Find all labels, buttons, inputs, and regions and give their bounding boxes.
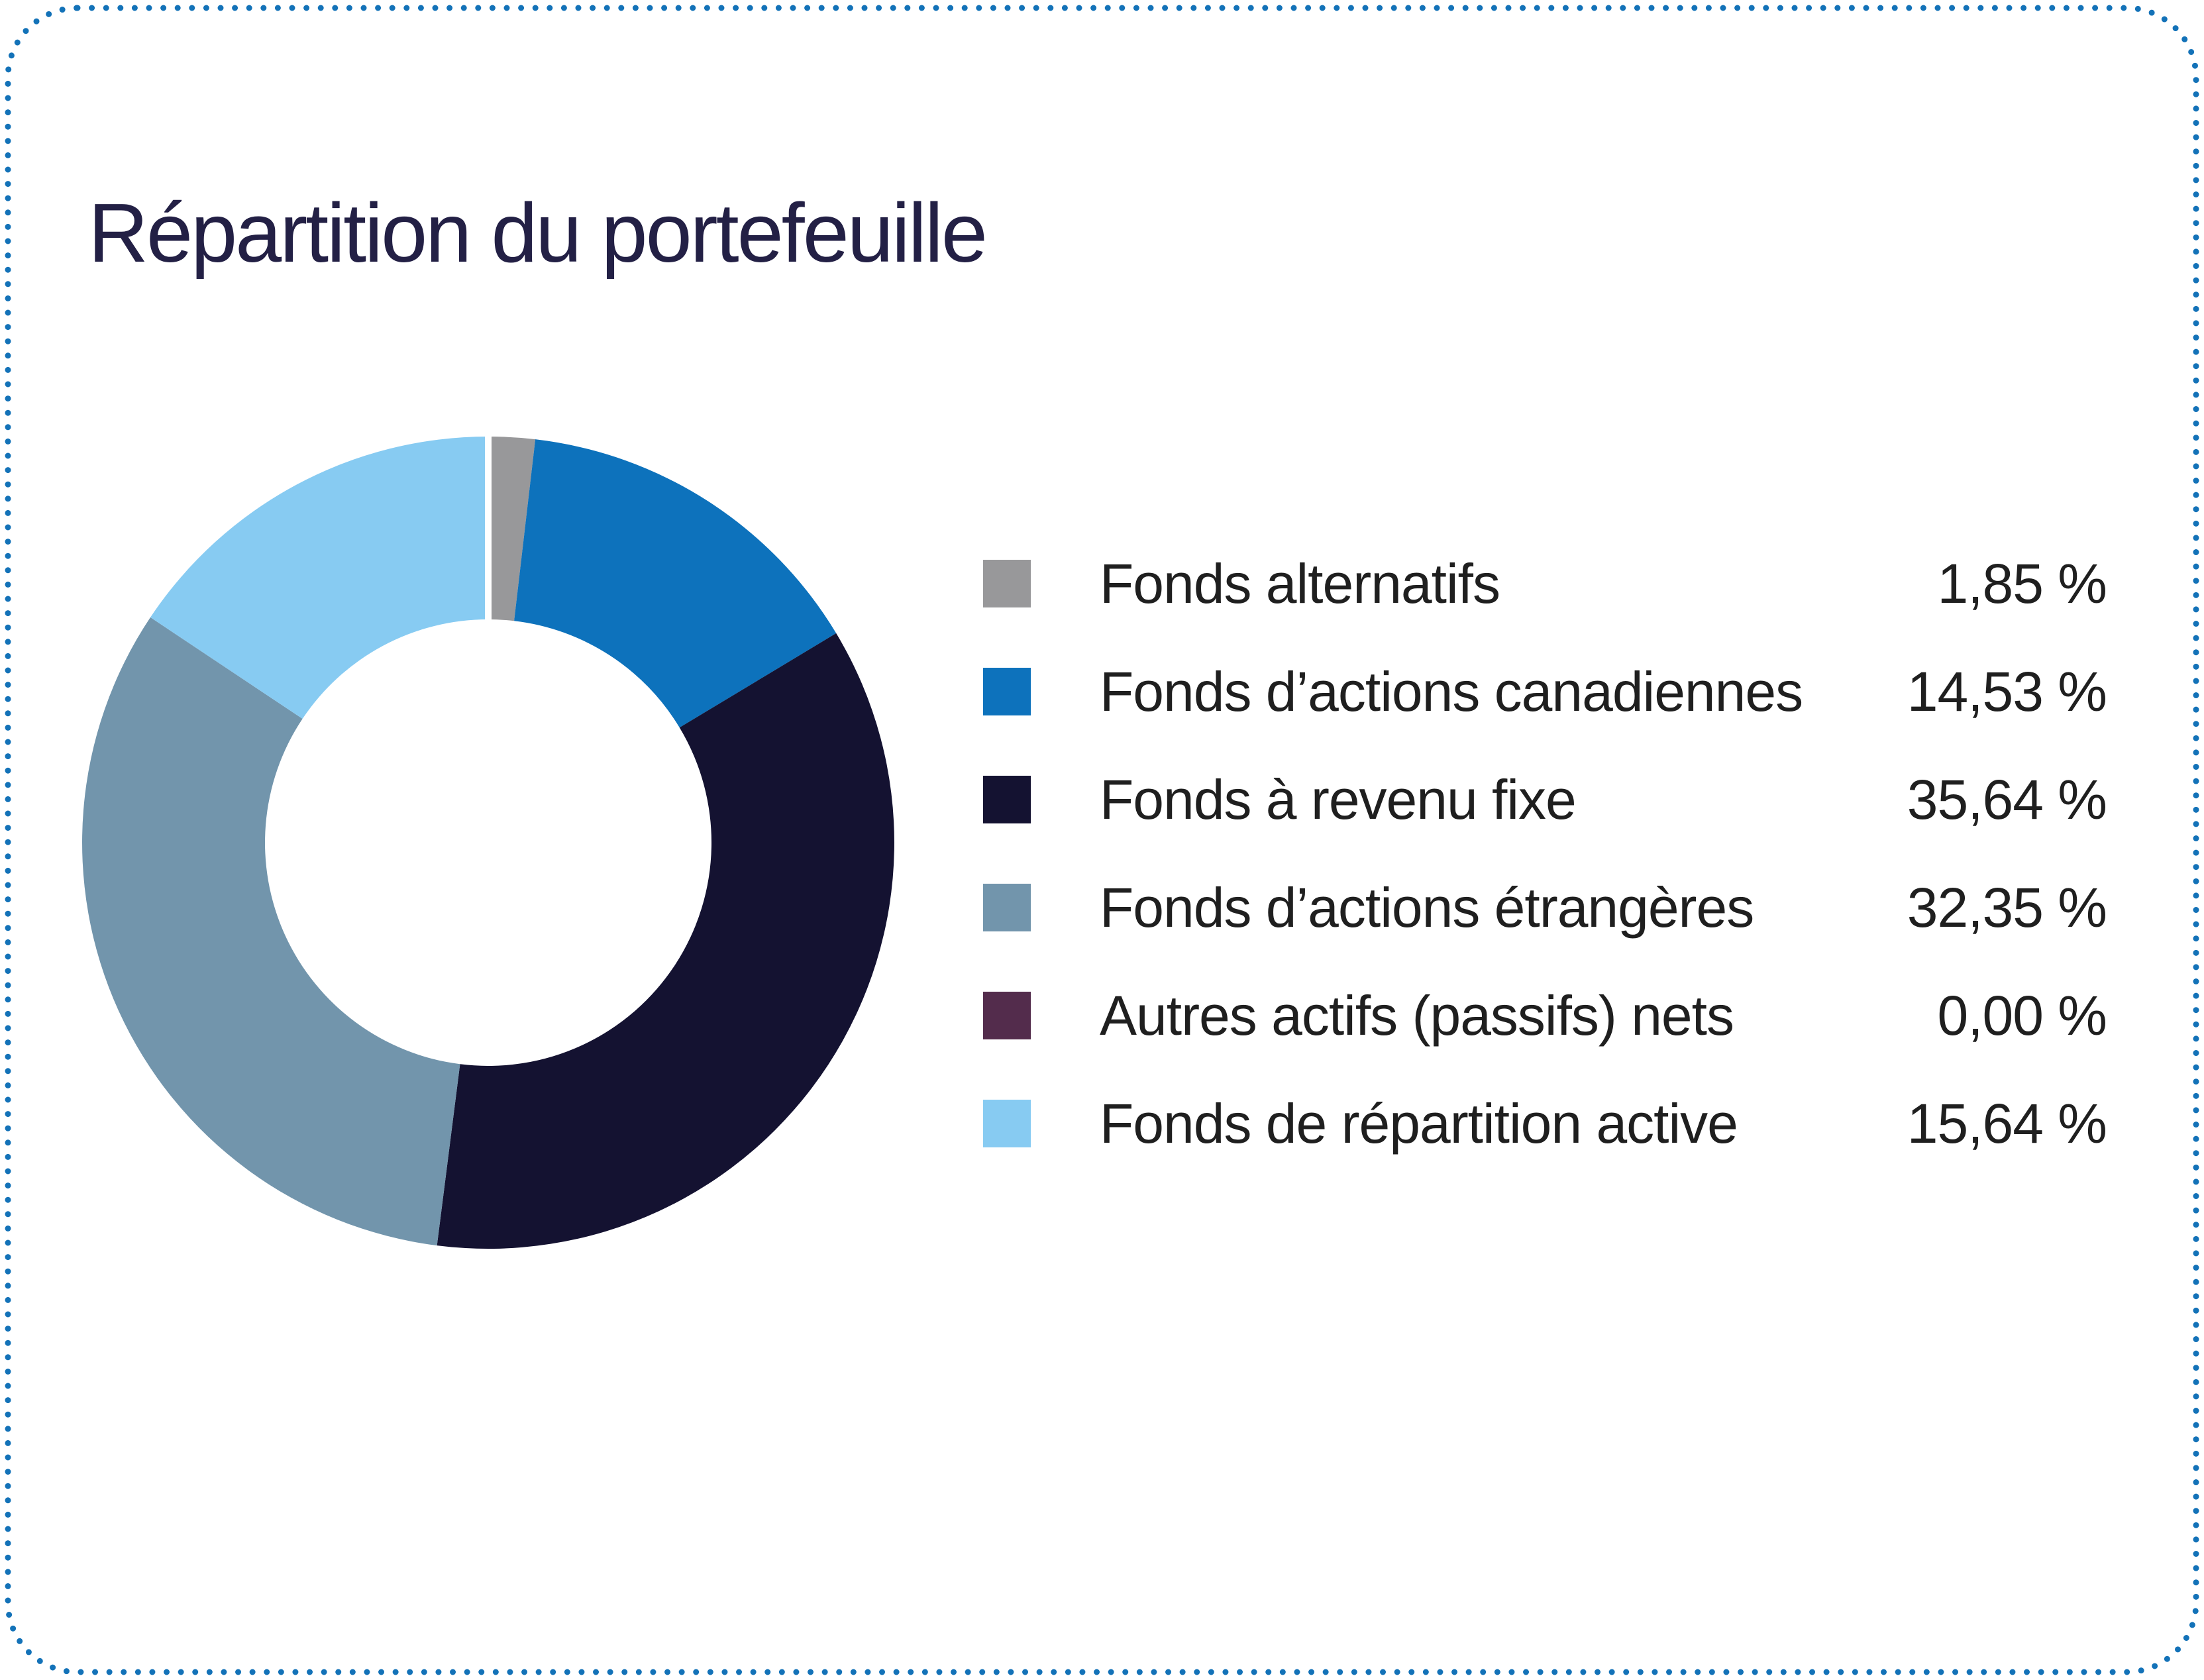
legend-value: 32,35 % [1907,876,2107,939]
legend-value: 1,85 % [1937,552,2107,615]
donut-slice [488,437,536,621]
donut-chart-container [81,435,896,1250]
legend-value: 14,53 % [1907,660,2107,723]
legend-row: Fonds d’actions canadiennes 14,53 % [983,664,2107,719]
legend-color-swatch [983,884,1031,931]
legend-label: Fonds alternatifs [1100,552,1500,615]
legend-row: Fonds alternatifs 1,85 % [983,556,2107,611]
legend-color-swatch [983,560,1031,607]
donut-slice [437,633,894,1249]
legend-label: Fonds d’actions canadiennes [1100,660,1803,723]
legend-color-swatch [983,668,1031,715]
legend-row: Fonds à revenu fixe 35,64 % [983,772,2107,827]
donut-slice [82,617,460,1246]
legend-row: Autres actifs (passifs) nets 0,00 % [983,988,2107,1043]
chart-title: Répartition du portefeuille [88,186,988,280]
legend-value: 35,64 % [1907,768,2107,831]
legend-label: Fonds d’actions étrangères [1100,876,1754,939]
legend-color-swatch [983,992,1031,1039]
legend-row: Fonds d’actions étrangères 32,35 % [983,880,2107,935]
donut-chart [82,436,894,1249]
legend-label: Fonds de répartition active [1100,1092,1738,1155]
legend-value: 15,64 % [1907,1092,2107,1155]
donut-slice [150,437,488,719]
legend-value: 0,00 % [1937,984,2107,1047]
donut-slice [514,439,837,728]
legend-label: Fonds à revenu fixe [1100,768,1577,831]
legend-color-swatch [983,1100,1031,1147]
legend-row: Fonds de répartition active 15,64 % [983,1096,2107,1151]
legend: Fonds alternatifs 1,85 % Fonds d’actions c… [983,556,2107,1208]
legend-label: Autres actifs (passifs) nets [1100,984,1734,1047]
legend-color-swatch [983,776,1031,823]
